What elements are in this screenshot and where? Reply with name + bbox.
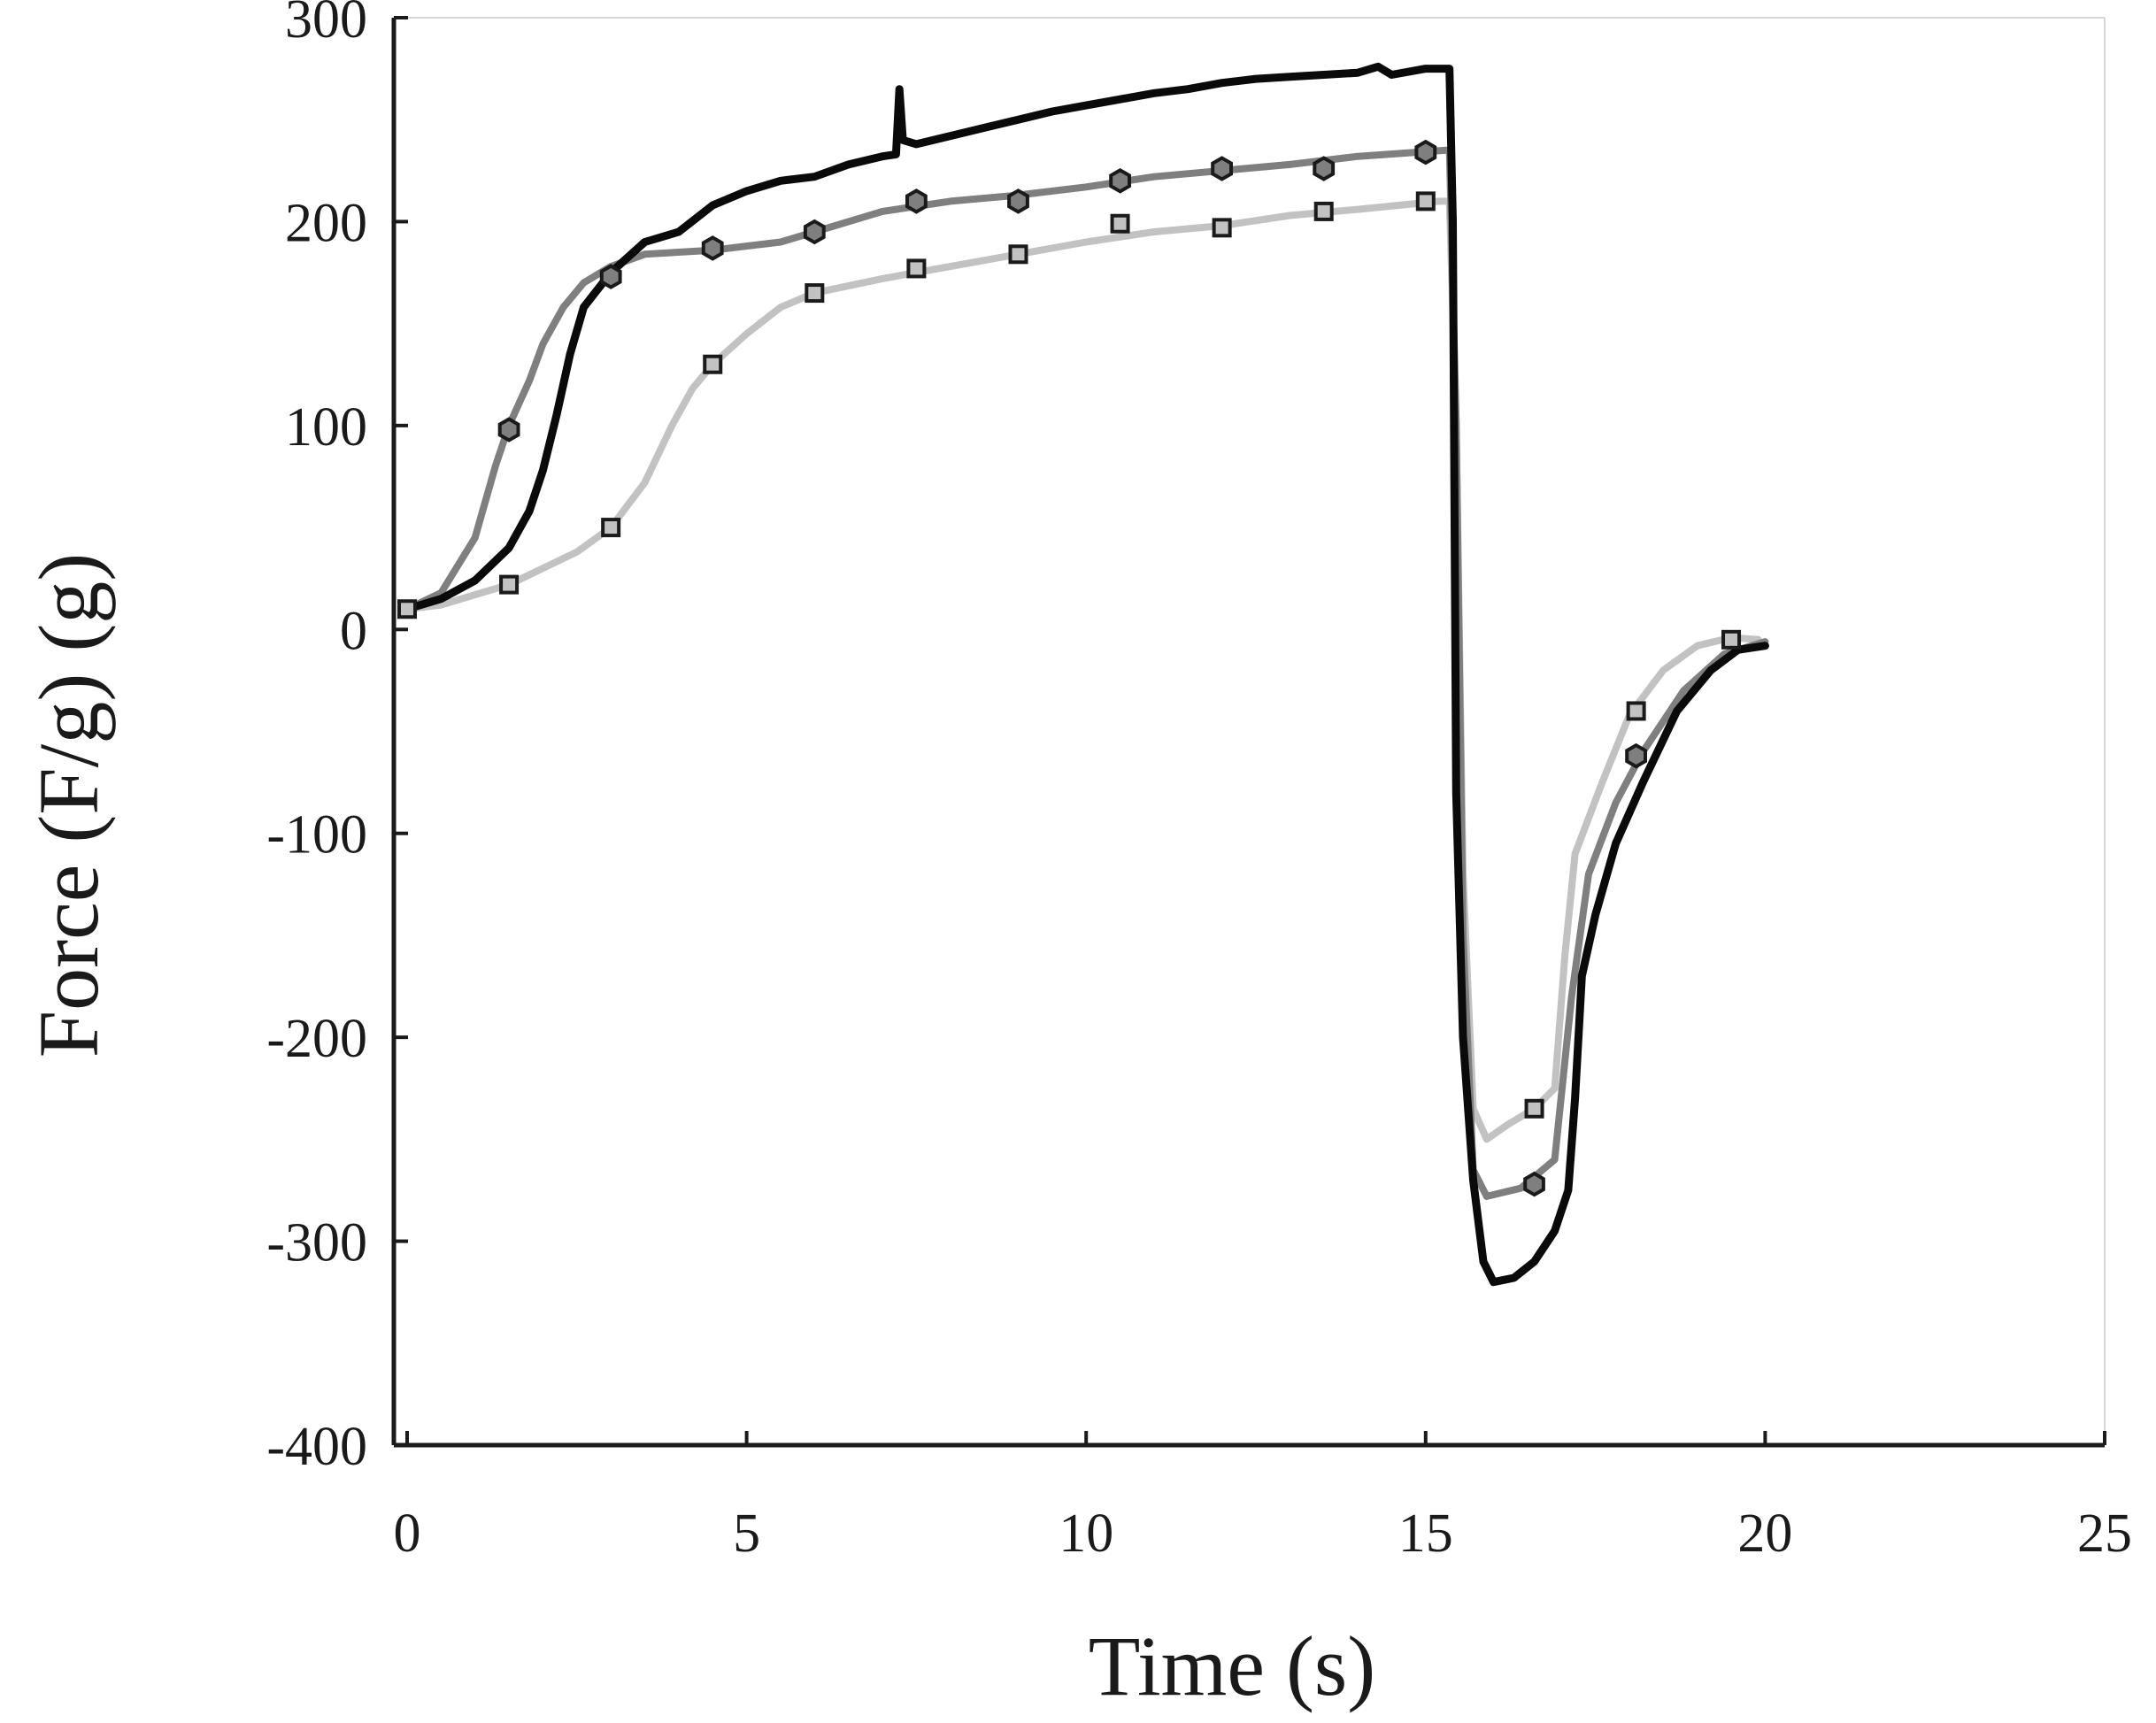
square-marker <box>1212 218 1232 238</box>
square-marker <box>703 354 723 374</box>
x-tick-label: 20 <box>1737 1504 1792 1564</box>
y-tick-label: -300 <box>266 1213 367 1273</box>
square-marker <box>1008 244 1028 265</box>
square-marker <box>1110 213 1130 234</box>
y-tick-label: 200 <box>285 193 367 253</box>
diamond-marker <box>1625 742 1647 769</box>
axes-layer <box>391 16 2106 1448</box>
y-tick-label: 100 <box>285 397 367 458</box>
diamond-marker <box>1211 156 1233 181</box>
series-line-light-gray-square <box>404 197 1762 1143</box>
diamond-marker <box>1007 188 1029 214</box>
x-tick-label: 15 <box>1398 1504 1453 1564</box>
square-marker <box>601 518 621 538</box>
square-marker <box>805 283 825 304</box>
series-line-dark-gray-diamond <box>404 146 1769 1200</box>
y-tick-label: -200 <box>266 1009 367 1069</box>
square-marker <box>1524 1098 1544 1119</box>
square-marker <box>1313 201 1334 221</box>
x-tick-label: 0 <box>394 1504 421 1564</box>
x-axis-title: Time (s) <box>1089 1619 1376 1713</box>
square-marker <box>906 258 927 279</box>
x-tick-label: 5 <box>733 1504 760 1564</box>
marker-layer <box>397 139 1742 1197</box>
diamond-marker <box>701 235 724 261</box>
square-marker <box>1626 701 1646 721</box>
y-axis-title: Force (F/g) (g) <box>21 553 116 1058</box>
diamond-marker <box>1414 139 1437 165</box>
y-tick-label: 300 <box>285 0 367 50</box>
square-marker <box>1415 191 1436 212</box>
diamond-marker <box>599 264 622 289</box>
diamond-marker <box>803 219 826 245</box>
series-line-black <box>403 62 1769 1287</box>
diamond-marker <box>1109 167 1131 194</box>
diamond-marker <box>497 417 520 442</box>
series-layer <box>403 62 1769 1287</box>
y-tick-label: -400 <box>266 1417 367 1477</box>
diamond-marker <box>1313 156 1336 181</box>
diamond-marker <box>905 188 928 214</box>
diamond-marker <box>1523 1171 1545 1197</box>
y-tick-label: 0 <box>340 601 367 661</box>
square-marker <box>499 574 520 595</box>
square-marker <box>1721 629 1742 650</box>
y-tick-label: -100 <box>266 805 367 865</box>
x-tick-label: 25 <box>2077 1504 2132 1564</box>
tick-label-layer: 300 200 100 0 -100 -200 -300 -400 0 5 10 15 20 25 <box>266 0 2132 1564</box>
square-marker <box>397 599 417 619</box>
x-tick-label: 10 <box>1059 1504 1113 1564</box>
